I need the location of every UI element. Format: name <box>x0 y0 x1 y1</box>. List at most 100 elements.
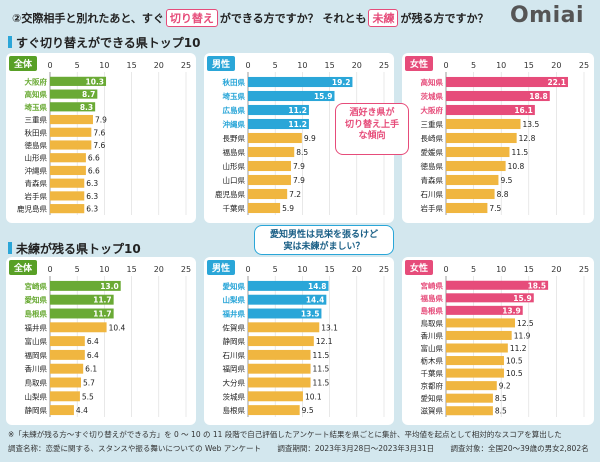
bar <box>446 76 568 88</box>
x-tick-label: 10 <box>99 265 109 274</box>
bar <box>446 160 506 172</box>
value-label: 7.9 <box>95 116 107 125</box>
category-label: 鳥取県 <box>25 378 48 388</box>
value-label: 6.4 <box>87 351 99 360</box>
x-tick-label: 20 <box>154 265 164 274</box>
value-label: 12.5 <box>517 319 534 328</box>
value-label: 7.6 <box>93 141 105 150</box>
section-title-bottom-text: 未練が残る県トップ10 <box>16 242 141 256</box>
x-tick-label: 25 <box>379 61 389 70</box>
x-tick-label: 0 <box>443 61 448 70</box>
value-label: 10.5 <box>506 357 523 366</box>
bar <box>248 294 327 305</box>
highlight-regret: 未練 <box>368 9 399 27</box>
value-label: 11.7 <box>93 310 112 319</box>
value-label: 14.4 <box>306 296 325 305</box>
category-label: 鹿児島県 <box>215 189 245 199</box>
bar <box>50 294 114 305</box>
bar <box>248 90 335 102</box>
value-label: 15.9 <box>513 294 532 303</box>
bar <box>446 393 493 403</box>
category-label: 宮崎県 <box>25 281 48 291</box>
value-label: 5.7 <box>83 379 95 388</box>
value-label: 10.1 <box>305 392 322 401</box>
x-tick-label: 15 <box>127 265 137 274</box>
category-label: 静岡県 <box>223 336 246 346</box>
header: ②交際相手と別れたあと、すぐ 切り替え ができる方ですか？ それとも 未練 が残る方です… <box>6 3 594 30</box>
value-label: 11.5 <box>511 148 528 157</box>
category-label: 栃木県 <box>421 356 444 366</box>
value-label: 11.7 <box>93 296 112 305</box>
survey-name: 調査名称：恋愛に関する、スタンスや振る舞いについての Web アンケート <box>8 444 261 453</box>
bar <box>446 188 495 200</box>
value-label: 7.9 <box>293 162 305 171</box>
bar <box>248 174 291 186</box>
value-label: 8.5 <box>495 407 507 416</box>
category-label: 鹿児島県 <box>17 204 47 214</box>
value-label: 22.1 <box>547 78 566 87</box>
bar-chart-svg: 0 5 10 15 20 25 宮崎県 13.0 愛知県 11.7 島根県 11.7 福井県 10.4 富山… <box>25 265 191 417</box>
x-tick-label: 20 <box>352 61 362 70</box>
category-label: 秋田県 <box>222 77 246 87</box>
category-label: 茨城県 <box>421 91 444 101</box>
x-tick-label: 15 <box>524 265 534 274</box>
value-label: 4.4 <box>76 406 88 415</box>
category-label: 千葉県 <box>223 203 246 213</box>
bar-chart-svg: 0 5 10 15 20 25 高知県 22.1 茨城県 18.8 大阪府 16.1 三重県 13.5 長崎… <box>421 61 589 215</box>
section-title-bottom: 未練が残る県トップ10 <box>8 240 141 257</box>
bar <box>50 377 82 388</box>
category-label: 愛知県 <box>421 393 444 403</box>
bar <box>446 318 515 328</box>
category-label: 山梨県 <box>223 295 246 305</box>
x-tick-label: 15 <box>524 61 534 70</box>
bar <box>50 178 85 188</box>
x-tick-label: 25 <box>379 265 389 274</box>
category-label: 香川県 <box>25 364 48 374</box>
bar <box>50 204 85 214</box>
category-label: 山口県 <box>223 175 246 185</box>
category-label: 富山県 <box>25 336 48 346</box>
x-tick-label: 15 <box>325 265 335 274</box>
category-label: 福島県 <box>223 147 246 157</box>
bar <box>446 343 508 353</box>
bar <box>248 104 309 116</box>
value-label: 5.5 <box>82 392 94 401</box>
bar <box>50 89 98 99</box>
bar <box>248 377 311 388</box>
category-label: 愛媛県 <box>421 147 444 157</box>
footer-note: ※「未練が残る方〜すぐ切り替えができる方」を 0 〜 10 の 11 段階で自己… <box>8 430 562 439</box>
category-label: 徳島県 <box>421 161 444 171</box>
bar <box>446 174 499 186</box>
bar <box>446 406 493 416</box>
category-label: 岩手県 <box>421 203 444 213</box>
bar <box>248 280 329 291</box>
value-label: 15.9 <box>314 92 333 101</box>
value-label: 9.5 <box>500 176 512 185</box>
category-label: 千葉県 <box>421 368 444 378</box>
bar <box>50 191 85 201</box>
bar <box>446 90 550 102</box>
bar <box>446 146 510 158</box>
category-label: 沖縄県 <box>223 119 246 129</box>
bar <box>248 160 291 172</box>
value-label: 14.8 <box>308 282 327 291</box>
value-label: 19.2 <box>332 78 351 87</box>
question-prefix: ②交際相手と別れたあと、すぐ <box>12 12 164 25</box>
category-label: 福岡県 <box>223 365 246 374</box>
category-label: 大阪府 <box>421 105 444 115</box>
value-label: 8.5 <box>296 148 308 157</box>
x-tick-label: 10 <box>297 61 307 70</box>
bar <box>446 280 549 290</box>
category-label: 高知県 <box>25 89 48 99</box>
category-label: 愛知県 <box>25 295 48 305</box>
comment-bubble-aichi: 愛知男性は見栄を張るけど 実は未練がましい？ <box>254 225 394 255</box>
chart-panel-top-male: 0 5 10 15 20 25 秋田県 19.2 埼玉県 15.9 広島県 11.2 沖縄県 11.2 長野… <box>204 53 394 223</box>
bar <box>50 127 92 137</box>
x-tick-label: 0 <box>47 265 52 274</box>
category-label: 埼玉県 <box>223 91 246 101</box>
value-label: 13.5 <box>301 310 320 319</box>
category-label: 石川県 <box>421 190 444 199</box>
bar <box>248 118 309 130</box>
bar <box>50 363 84 374</box>
bar-chart-svg: 0 5 10 15 20 25 秋田県 19.2 埼玉県 15.9 広島県 11.2 沖縄県 11.2 長野… <box>215 61 389 215</box>
